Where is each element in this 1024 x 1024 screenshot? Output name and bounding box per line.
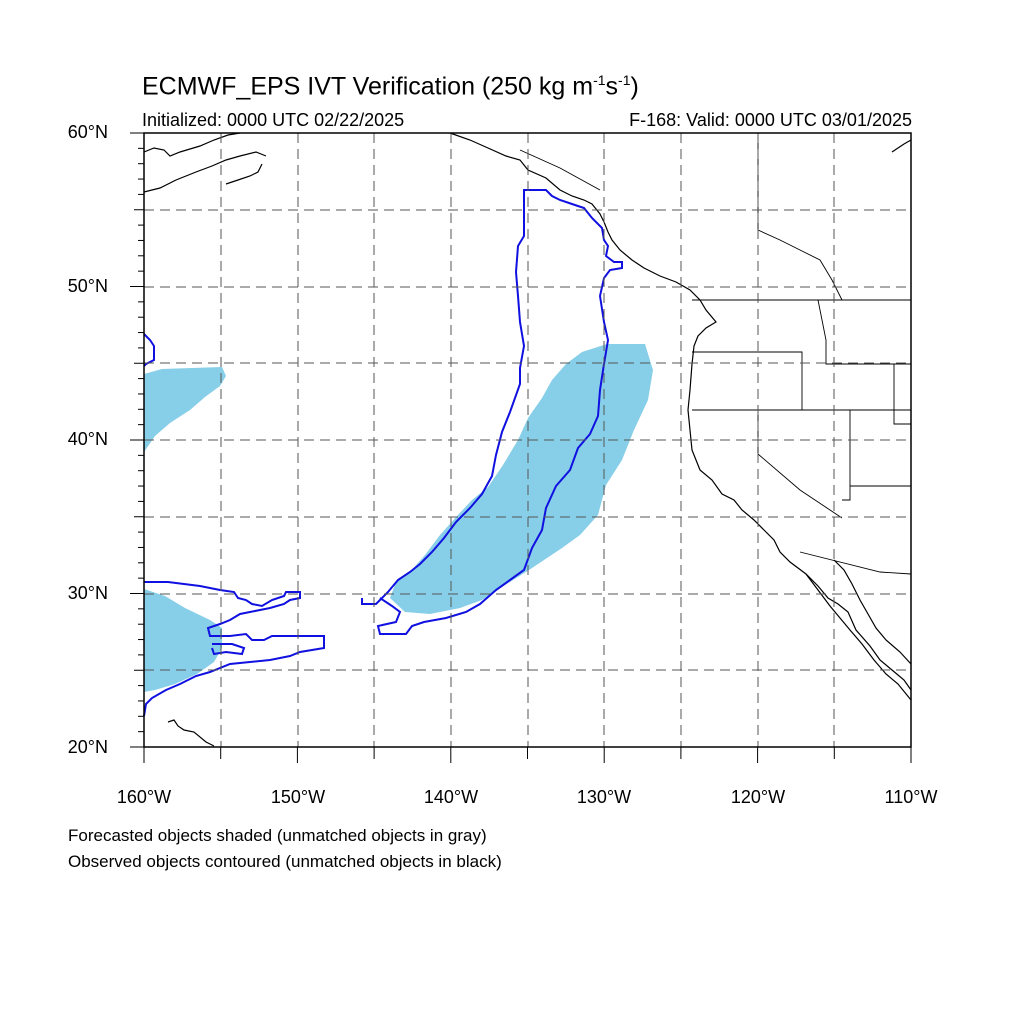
nevada-utah-border: [842, 410, 851, 501]
forecast-object-west: [144, 367, 226, 452]
lon-label-150w: 150°W: [270, 787, 326, 807]
alaska-canada-border: [519, 149, 601, 191]
kodiak-islands: [225, 163, 263, 185]
lon-label-120w: 120°W: [730, 787, 786, 807]
gulf-of-california: [833, 559, 912, 665]
coastlines: [143, 132, 912, 747]
axis-ticks: [130, 132, 912, 763]
initialized-label: Initialized: 0000 UTC 02/22/2025: [142, 110, 405, 130]
southeast-alaska-coast: [449, 132, 912, 691]
forecast-objects: [144, 344, 653, 692]
gridlines: [144, 133, 911, 747]
mexico-border: [799, 551, 912, 575]
observed-object-main: [361, 189, 623, 635]
lon-label-160w: 160°W: [116, 787, 172, 807]
observed-object-southwest-outer: [143, 581, 325, 717]
hawaii-islands: [167, 719, 215, 747]
forecast-object-main: [390, 344, 653, 614]
lon-label-140w: 140°W: [423, 787, 479, 807]
nevada-border: [757, 410, 843, 519]
map-title: ECMWF_EPS IVT Verification (250 kg m-1s-…: [142, 72, 639, 101]
alaska-east-coast: [891, 139, 912, 153]
observed-object-west: [143, 333, 155, 367]
lat-label-30n: 30°N: [67, 583, 108, 603]
alaska-coast: [143, 132, 241, 157]
bc-alaska-border: [757, 133, 843, 301]
lon-label-110w: 110°W: [884, 787, 938, 807]
idaho-border: [817, 299, 911, 365]
legend-forecast-note: Forecasted objects shaded (unmatched obj…: [68, 826, 487, 845]
valid-time-label: F-168: Valid: 0000 UTC 03/01/2025: [629, 110, 912, 130]
observed-objects: [143, 189, 623, 717]
baja-peninsula: [805, 573, 912, 701]
lat-label-50n: 50°N: [67, 276, 108, 296]
political-borders: [519, 133, 912, 575]
forecast-object-southwest: [144, 589, 222, 692]
lat-label-40n: 40°N: [67, 429, 108, 449]
map-frame: [143, 132, 912, 748]
lat-label-20n: 20°N: [67, 737, 108, 757]
montana-border: [893, 364, 911, 425]
lat-label-60n: 60°N: [67, 122, 108, 142]
observed-object-southwest-inner: [211, 643, 246, 656]
legend-observed-note: Observed objects contoured (unmatched ob…: [68, 852, 502, 871]
lon-label-130w: 130°W: [576, 787, 632, 807]
alaska-peninsula: [143, 151, 267, 193]
washington-oregon-border: [692, 351, 803, 410]
